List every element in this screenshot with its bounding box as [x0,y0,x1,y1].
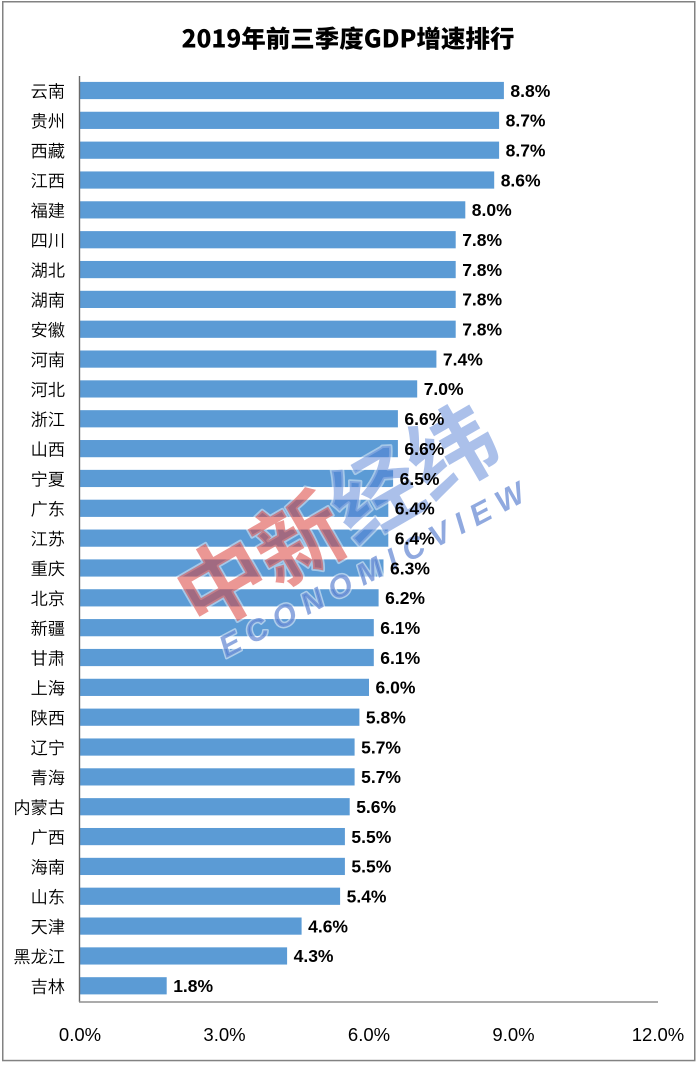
svg-text:6.4%: 6.4% [395,499,435,519]
svg-text:6.6%: 6.6% [404,439,444,459]
svg-text:6.4%: 6.4% [395,528,435,548]
svg-text:8.8%: 8.8% [510,81,550,101]
svg-text:12.0%: 12.0% [632,1024,684,1045]
svg-text:7.4%: 7.4% [443,349,483,369]
svg-text:7.0%: 7.0% [424,379,464,399]
svg-text:1.8%: 1.8% [173,976,213,996]
svg-text:9.0%: 9.0% [492,1024,534,1045]
svg-text:6.0%: 6.0% [348,1024,390,1045]
svg-text:6.3%: 6.3% [390,558,430,578]
svg-text:7.8%: 7.8% [462,320,502,340]
svg-text:6.6%: 6.6% [404,409,444,429]
svg-text:6.1%: 6.1% [380,618,420,638]
svg-text:5.5%: 5.5% [351,857,391,877]
svg-text:7.8%: 7.8% [462,290,502,310]
svg-text:8.6%: 8.6% [501,170,541,190]
svg-text:4.6%: 4.6% [308,916,348,936]
svg-text:5.6%: 5.6% [356,797,396,817]
svg-text:5.7%: 5.7% [361,767,401,787]
svg-text:6.1%: 6.1% [380,648,420,668]
svg-text:8.0%: 8.0% [472,200,512,220]
svg-text:7.8%: 7.8% [462,230,502,250]
svg-text:8.7%: 8.7% [506,141,546,161]
svg-text:0.0%: 0.0% [59,1024,101,1045]
svg-text:4.3%: 4.3% [294,946,334,966]
svg-text:5.8%: 5.8% [366,708,406,728]
svg-text:5.5%: 5.5% [351,827,391,847]
svg-text:5.7%: 5.7% [361,737,401,757]
svg-text:6.0%: 6.0% [376,678,416,698]
svg-text:3.0%: 3.0% [203,1024,245,1045]
svg-text:8.7%: 8.7% [506,111,546,131]
svg-text:6.5%: 6.5% [400,469,440,489]
svg-text:7.8%: 7.8% [462,260,502,280]
svg-text:6.2%: 6.2% [385,588,425,608]
svg-text:5.4%: 5.4% [347,887,387,907]
